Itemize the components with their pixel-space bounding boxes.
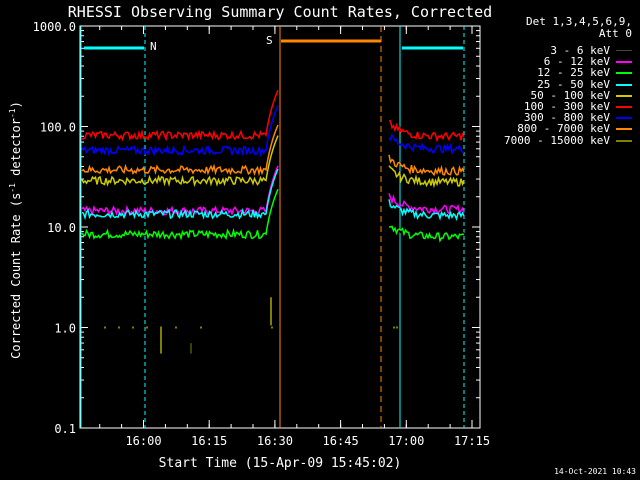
y-tick-label: 1.0: [54, 322, 76, 336]
series-line-pre: [81, 135, 279, 188]
legend-entry: 3 - 6 keV: [550, 45, 632, 56]
legend-entry: 7000 - 15000 keV: [504, 135, 632, 146]
x-tick-label: 17:15: [454, 434, 490, 448]
series-line-pre: [81, 105, 279, 158]
plot-area: 1000.0 100.0 10.0 1.0 0.1 16:00 16:15 16:30 16:4…: [33, 20, 490, 448]
legend-swatch: [616, 117, 632, 120]
legend-label: 6 - 12 keV: [543, 55, 610, 69]
series-point: [396, 326, 398, 329]
y-tick-label: 100.0: [40, 121, 76, 135]
timestamp: 14-Oct-2021 10:43: [554, 467, 636, 476]
night-label: N: [150, 40, 157, 53]
series-point: [271, 326, 273, 329]
series-line-pre: [81, 188, 279, 241]
series-point: [393, 326, 395, 329]
legend-swatch: [616, 94, 632, 97]
series-point: [132, 326, 134, 329]
legend-label: 3 - 6 keV: [550, 44, 610, 57]
legend-label: 12 - 25 keV: [537, 66, 610, 80]
legend-entry: 50 - 100 keV: [531, 90, 632, 101]
series-line-post: [388, 225, 465, 243]
saa-label: S: [266, 34, 273, 47]
series-line-post: [388, 220, 465, 240]
legend-label: 25 - 50 keV: [537, 77, 610, 91]
x-tick-label: 16:45: [323, 434, 359, 448]
legend-swatch: [616, 83, 632, 86]
series-point: [104, 326, 106, 329]
legend-swatch: [616, 106, 632, 108]
series-line-post: [388, 199, 465, 222]
series-line-pre: [81, 165, 279, 218]
series-line-post: [388, 193, 465, 216]
series-line-pre: [81, 168, 279, 221]
series-line-post: [388, 165, 465, 189]
legend-header-line-2: Att 0: [598, 27, 632, 40]
series-line-pre: [81, 124, 279, 177]
y-tick-label: 0.1: [54, 422, 76, 436]
chart-title: RHESSI Observing Summary Count Rates, Co…: [68, 3, 492, 21]
legend-swatch: [616, 128, 632, 131]
legend-label: 800 - 7000 keV: [517, 122, 610, 136]
series-line-pre: [81, 184, 279, 236]
x-tick-label: 17:00: [388, 434, 424, 448]
series-line-pre: [81, 89, 279, 142]
legend-label: 50 - 100 keV: [530, 88, 610, 102]
legend-entry: 25 - 50 keV: [537, 79, 632, 90]
legend-entry: 100 - 300 keV: [524, 101, 632, 112]
series-point: [118, 326, 120, 329]
legend-entry: 6 - 12 keV: [544, 56, 632, 67]
legend-swatch: [616, 139, 632, 142]
series-line-post: [388, 154, 465, 177]
x-axis-label: Start Time (15-Apr-09 15:45:02): [159, 456, 402, 471]
legend-swatch: [616, 49, 632, 53]
legend-label: 7000 - 15000 keV: [504, 133, 610, 147]
y-tick-label: 1000.0: [33, 20, 76, 34]
x-tick-label: 16:30: [257, 434, 293, 448]
legend-entry: 300 - 800 keV: [524, 112, 632, 123]
series-point: [200, 326, 202, 329]
legend-label: 300 - 800 keV: [523, 111, 610, 125]
legend-entry: 12 - 25 keV: [537, 67, 632, 78]
y-tick-label: 10.0: [47, 221, 76, 235]
series-point: [175, 326, 177, 329]
series-line-post: [388, 133, 465, 156]
series-line-post: [388, 119, 465, 143]
legend-swatch: [616, 72, 632, 75]
series-point: [146, 326, 148, 329]
legend-label: 100 - 300 keV: [523, 100, 610, 113]
legend-entry: 800 - 7000 keV: [517, 123, 632, 134]
x-tick-label: 16:00: [125, 434, 161, 448]
legend-header: Det 1,3,4,5,6,9, Att 0: [526, 16, 632, 40]
y-axis-label: Corrected Count Rate (s-1 detector-1): [8, 101, 23, 359]
legend-header-line-1: Det 1,3,4,5,6,9,: [526, 15, 632, 28]
x-tick-label: 16:15: [191, 434, 227, 448]
legend-swatch: [616, 61, 632, 64]
